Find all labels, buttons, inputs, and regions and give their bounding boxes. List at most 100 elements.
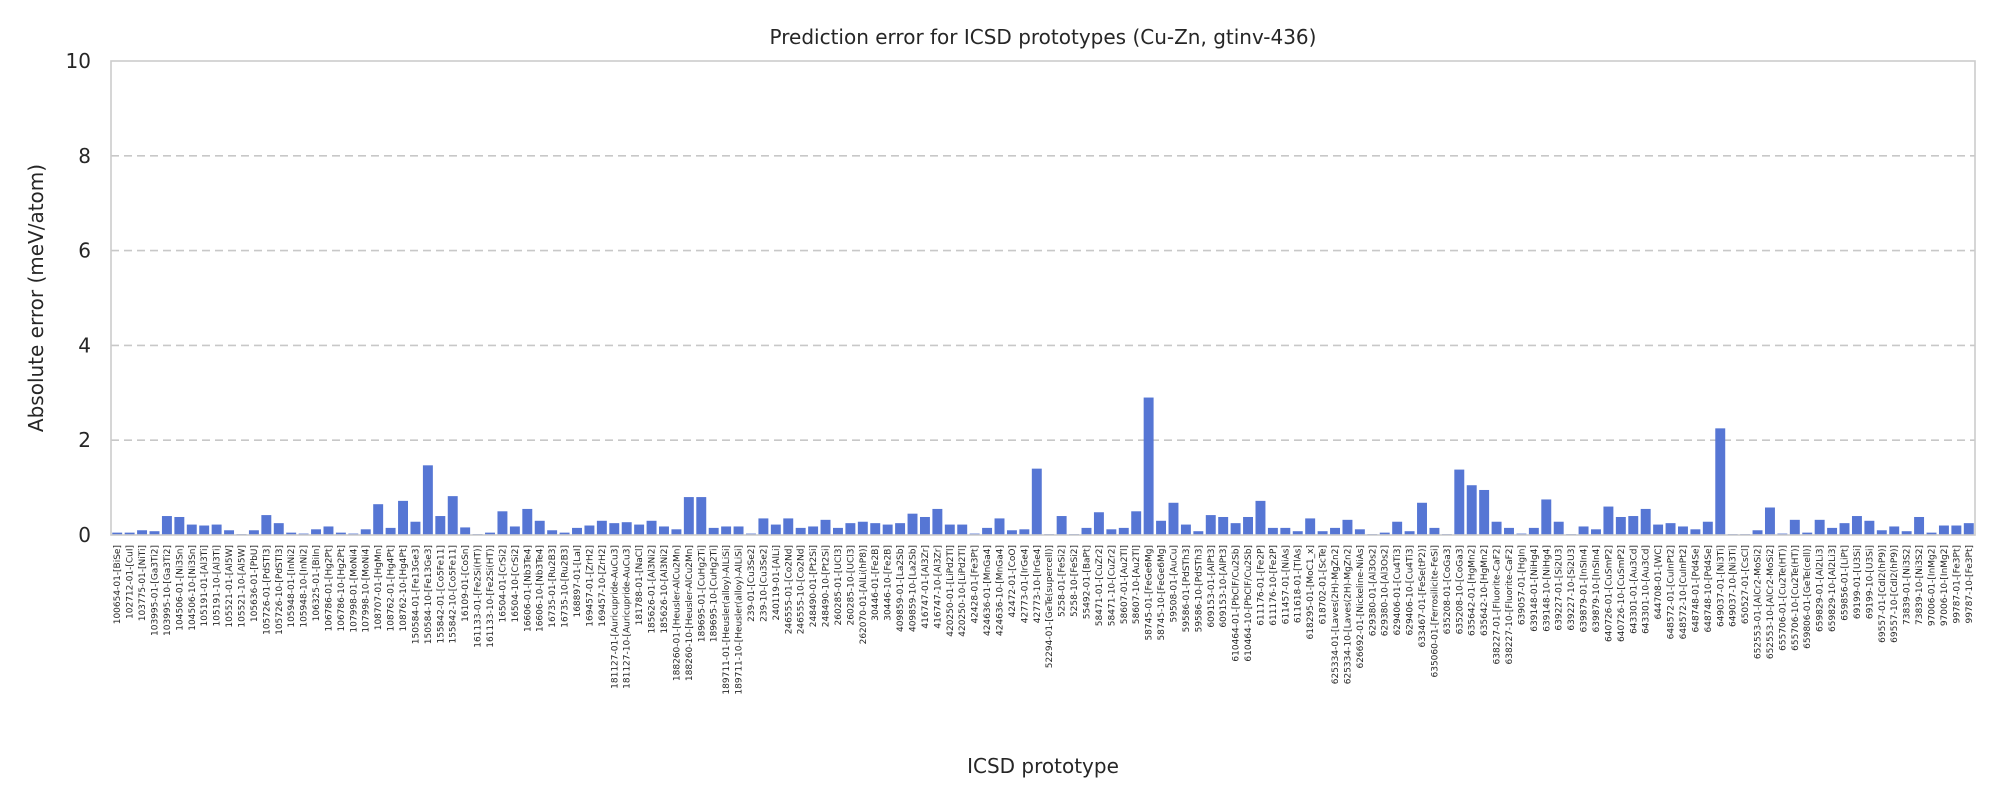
bar: [1156, 520, 1167, 535]
x-tick-label: 610464-01-[PbClF/Cu2Sb]: [1232, 545, 1242, 662]
bar: [248, 530, 259, 535]
x-tick-label: 240119-01-[AlLi]: [772, 545, 782, 621]
x-tick-label: 649037-01-[Ni3Ti]: [1716, 545, 1726, 627]
bar: [1926, 532, 1937, 535]
x-tick-label: 643301-01-[Au3Cd]: [1629, 545, 1639, 634]
bar: [509, 526, 520, 535]
x-tick-label: 625334-01-[Laves(2H)-MgZn2]: [1331, 545, 1341, 684]
bar: [522, 508, 533, 535]
x-tick-label: 635208-10-[CoGa3]: [1455, 545, 1465, 634]
bar: [1429, 527, 1440, 535]
x-tick-label: 105948-01-[InNi2]: [287, 545, 297, 628]
y-tick-label: 0: [78, 523, 91, 547]
chart-title: Prediction error for ICSD prototypes (Cu…: [770, 25, 1317, 49]
x-tick-label: 181127-01-[Auricupride-AuCu3]: [610, 545, 620, 689]
bar: [1876, 530, 1887, 535]
x-tick-label: 648748-10-[Pd4Se]: [1704, 545, 1714, 632]
bar: [1938, 525, 1949, 535]
bar: [832, 527, 843, 535]
bar: [845, 523, 856, 535]
y-tick-label: 2: [78, 428, 91, 452]
bar: [435, 516, 446, 535]
bar: [783, 518, 794, 535]
bar: [1951, 525, 1962, 535]
x-tick-label: 649037-10-[Ni3Ti]: [1729, 545, 1739, 627]
y-axis-ticks: 0 2 4 6 8 10: [66, 49, 91, 547]
x-tick-label: 189695-01-[CuHg2Ti]: [697, 545, 707, 642]
bar: [646, 520, 657, 535]
bar: [1889, 526, 1900, 535]
y-tick-label: 6: [78, 239, 91, 263]
bar: [596, 520, 607, 535]
x-axis-label: ICSD prototype: [967, 754, 1119, 778]
bar: [1379, 532, 1390, 535]
y-tick-label: 4: [78, 333, 91, 357]
bar: [1541, 499, 1552, 535]
bar: [1702, 521, 1713, 535]
x-tick-label: 103775-01-[NiTi]: [138, 545, 148, 621]
bar: [932, 508, 943, 535]
x-tick-label: 188260-01-[Heusler-AlCu2Mn]: [672, 545, 682, 681]
bar: [1479, 489, 1490, 535]
bar: [1056, 516, 1067, 535]
bar: [994, 518, 1005, 535]
x-tick-label: 189695-10-[CuHg2Ti]: [710, 545, 720, 642]
x-axis-ticks: 100654-01-[BiSe] 102712-01-[CuI] 103775-01…: [113, 545, 1975, 695]
x-tick-label: 161133-01-[Fe2Si(HT)]: [474, 545, 484, 648]
bar: [1864, 520, 1875, 535]
x-tick-label: 659856-01-[LiPt]: [1841, 545, 1851, 621]
x-tick-label: 659806-01-[GeTe(cell)]: [1803, 545, 1813, 649]
x-tick-label: 635060-01-[Ferrosilicite-FeSi]: [1430, 545, 1440, 678]
bar: [1019, 529, 1030, 535]
x-tick-label: 260285-10-[UCl3]: [846, 545, 856, 625]
x-tick-label: 155842-01-[Co5Fe11]: [436, 545, 446, 644]
bar: [696, 497, 707, 535]
x-tick-label: 16606-10-[Nb3Te4]: [536, 545, 546, 632]
x-tick-label: 99787-10-[Fe3Pt]: [1965, 545, 1975, 624]
bar: [485, 532, 495, 535]
x-tick-label: 107998-01-[MoNi4]: [349, 545, 359, 633]
x-tick-label: 618702-01-[ScTe]: [1319, 545, 1329, 625]
x-tick-label: 626692-01-[Nickeline-NiAs]: [1356, 545, 1366, 669]
x-tick-label: 106786-01-[Hg2Pt]: [324, 545, 334, 632]
bar: [1963, 523, 1974, 535]
x-tick-label: 629380-10-[Al3Os2]: [1381, 545, 1391, 636]
x-tick-label: 150584-01-[Fe13Ge3]: [411, 545, 421, 644]
x-tick-label: 42773-01-[IrGe4]: [1020, 545, 1030, 623]
bar: [447, 496, 458, 535]
x-tick-label: 58745-01-[FeGe6Mg]: [1145, 545, 1155, 641]
bar: [1317, 531, 1328, 535]
bar: [1031, 468, 1042, 535]
x-tick-label: 625334-10-[Laves(2H)-MgZn2]: [1343, 545, 1353, 684]
bar: [1193, 531, 1204, 535]
bar: [1106, 529, 1117, 535]
x-tick-label: 659829-01-[Al2Li3]: [1816, 545, 1826, 632]
bar: [857, 521, 868, 535]
bar: [795, 527, 806, 535]
x-tick-label: 189711-10-[Heusler(alloy)-AlLiSi]: [735, 545, 745, 695]
bar: [721, 526, 732, 535]
x-tick-label: 638227-01-[Fluorite-CaF2]: [1493, 545, 1503, 664]
x-tick-label: 155842-10-[Co5Fe11]: [449, 545, 459, 644]
bar: [1678, 526, 1688, 535]
bar: [1827, 527, 1838, 535]
x-tick-label: 633467-01-[FeSe(tP2)]: [1418, 545, 1428, 648]
bar: [1454, 469, 1465, 535]
bar: [1528, 527, 1539, 535]
x-tick-label: 610464-10-[PbClF/Cu2Sb]: [1244, 545, 1254, 662]
x-tick-label: 639148-10-[NiHg4]: [1542, 545, 1552, 632]
bar: [1354, 529, 1365, 535]
bar: [683, 497, 694, 535]
x-tick-label: 659829-10-[Al2Li3]: [1828, 545, 1838, 632]
x-tick-label: 181788-01-[NaCl]: [635, 545, 645, 625]
x-tick-label: 42472-01-[CoO]: [1008, 545, 1018, 617]
x-tick-label: 108707-01-[HgMn]: [374, 545, 384, 630]
x-tick-label: 643301-10-[Au3Cd]: [1642, 545, 1652, 634]
bar: [1591, 529, 1601, 535]
bar: [820, 519, 831, 535]
x-tick-label: 611176-10-[Fe2P]: [1269, 545, 1279, 626]
bar: [360, 529, 371, 535]
bar: [1640, 508, 1651, 535]
bar: [1603, 506, 1614, 535]
bar: [161, 516, 172, 535]
